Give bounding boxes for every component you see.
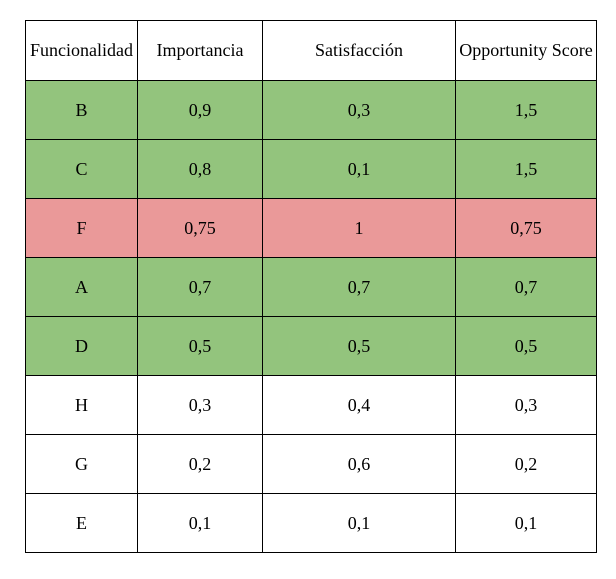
cell-importancia: 0,2 [137, 434, 263, 494]
cell-funcionalidad: E [25, 493, 138, 553]
cell-importancia: 0,9 [137, 80, 263, 140]
opportunity-score-table: Funcionalidad Importancia Satisfacción O… [25, 20, 597, 553]
cell-satisfaccion: 0,1 [262, 139, 456, 199]
cell-importancia: 0,75 [137, 198, 263, 258]
cell-satisfaccion: 1 [262, 198, 456, 258]
cell-importancia: 0,5 [137, 316, 263, 376]
cell-opportunity-score: 0,1 [455, 493, 597, 553]
cell-opportunity-score: 0,2 [455, 434, 597, 494]
table-row: F 0,75 1 0,75 [25, 198, 597, 258]
table-body: B 0,9 0,3 1,5 C 0,8 0,1 1,5 F 0,75 1 0,7… [25, 80, 597, 553]
table-row: A 0,7 0,7 0,7 [25, 257, 597, 317]
cell-funcionalidad: F [25, 198, 138, 258]
cell-funcionalidad: A [25, 257, 138, 317]
table-row: C 0,8 0,1 1,5 [25, 139, 597, 199]
cell-satisfaccion: 0,7 [262, 257, 456, 317]
cell-satisfaccion: 0,4 [262, 375, 456, 435]
cell-opportunity-score: 0,75 [455, 198, 597, 258]
table-row: H 0,3 0,4 0,3 [25, 375, 597, 435]
cell-funcionalidad: C [25, 139, 138, 199]
table-row: G 0,2 0,6 0,2 [25, 434, 597, 494]
cell-satisfaccion: 0,6 [262, 434, 456, 494]
cell-satisfaccion: 0,5 [262, 316, 456, 376]
cell-opportunity-score: 0,7 [455, 257, 597, 317]
cell-opportunity-score: 1,5 [455, 139, 597, 199]
cell-opportunity-score: 0,3 [455, 375, 597, 435]
header-row: Funcionalidad Importancia Satisfacción O… [25, 20, 597, 81]
cell-opportunity-score: 0,5 [455, 316, 597, 376]
table-row: D 0,5 0,5 0,5 [25, 316, 597, 376]
header-importancia: Importancia [137, 20, 263, 81]
cell-funcionalidad: D [25, 316, 138, 376]
table-row: B 0,9 0,3 1,5 [25, 80, 597, 140]
cell-importancia: 0,7 [137, 257, 263, 317]
cell-satisfaccion: 0,1 [262, 493, 456, 553]
cell-opportunity-score: 1,5 [455, 80, 597, 140]
cell-importancia: 0,1 [137, 493, 263, 553]
header-funcionalidad: Funcionalidad [25, 20, 138, 81]
table-row: E 0,1 0,1 0,1 [25, 493, 597, 553]
cell-satisfaccion: 0,3 [262, 80, 456, 140]
cell-importancia: 0,8 [137, 139, 263, 199]
cell-funcionalidad: H [25, 375, 138, 435]
table-header: Funcionalidad Importancia Satisfacción O… [25, 20, 597, 81]
header-opportunity-score: Opportunity Score [455, 20, 597, 81]
header-satisfaccion: Satisfacción [262, 20, 456, 81]
cell-funcionalidad: B [25, 80, 138, 140]
cell-funcionalidad: G [25, 434, 138, 494]
cell-importancia: 0,3 [137, 375, 263, 435]
